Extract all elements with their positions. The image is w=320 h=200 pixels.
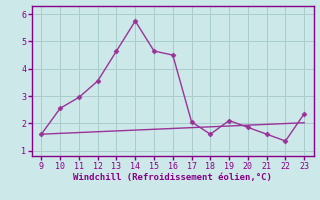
X-axis label: Windchill (Refroidissement éolien,°C): Windchill (Refroidissement éolien,°C) — [73, 173, 272, 182]
